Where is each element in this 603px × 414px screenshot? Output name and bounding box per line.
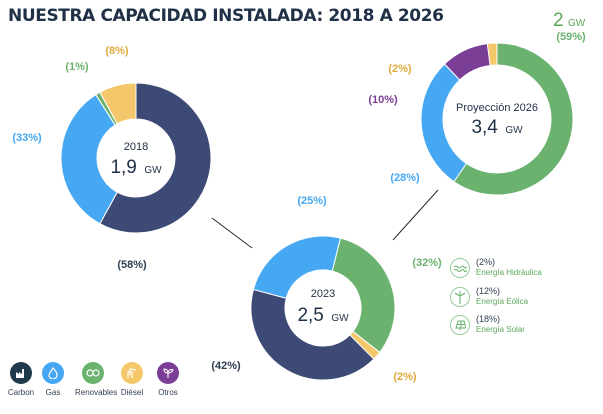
year-label-2026: Proyección 2026 (456, 102, 538, 114)
water-wave-icon (450, 258, 470, 278)
donut-2018: (58%) (33%) (1%) (8%) 2018 1,9 GW (12, 45, 212, 271)
connector-2023-2026 (392, 189, 439, 241)
pct-label-renovables-2023: (32%) (412, 257, 442, 269)
capacity-2023: 2,5 GW (297, 305, 349, 326)
breakdown-wind-name: Energía Eólica (476, 297, 529, 306)
pct-label-diesel-2026: (2%) (388, 63, 412, 75)
pct-label-diesel-2023: (2%) (393, 371, 417, 383)
pct-label-renovables-2026: (59%) (556, 31, 586, 43)
capacity-value-2023: 2,5 (297, 305, 323, 326)
flame-icon (42, 362, 64, 384)
legend-gas: Gas (35, 362, 71, 397)
capacity-unit-2026: GW (505, 125, 523, 136)
donut-2026-segment-renovables (453, 42, 574, 196)
page-title: NUESTRA CAPACIDAD INSTALADA: 2018 A 2026 (8, 6, 444, 26)
breakdown-wind: (12%) Energía Eólica (450, 286, 600, 310)
legend-label: Gas (45, 388, 61, 397)
donut-2023-segment-carbon (250, 288, 375, 381)
capacity-value-2018: 1,9 (110, 157, 136, 178)
wind-turbine-icon (450, 287, 470, 307)
legend-label: Diésel (120, 388, 144, 397)
year-label-2023: 2023 (311, 288, 335, 300)
capacity-unit-2023: GW (331, 313, 349, 324)
breakdown-hydro-pct: (2%) (476, 257, 496, 267)
legend-renovables: Renovables (75, 362, 118, 397)
donut-2018-segment-gas (60, 93, 118, 225)
donut-2026-segment-diesel (486, 42, 498, 66)
breakdown-hydro-name: Energía Hidráulica (476, 268, 542, 277)
donut-2023: (32%) (2%) (42%) (25%) 2023 2,5 GW (211, 195, 442, 383)
year-label-2018: 2018 (124, 141, 148, 153)
capacity-2018: 1,9 GW (110, 157, 162, 178)
legend-otros: Otros (150, 362, 186, 397)
capacity-unit-2018: GW (144, 165, 162, 176)
solar-panel-icon (450, 315, 470, 335)
pct-label-carbon-2023: (42%) (211, 360, 241, 372)
plant-icon (157, 362, 179, 384)
capacity-2026: 3,4 GW (471, 117, 523, 138)
pct-label-renovables-2018: (1%) (65, 61, 89, 73)
breakdown-solar: (18%) Energía Solar (450, 314, 600, 338)
pct-label-carbon-2018: (58%) (117, 259, 147, 271)
breakdown-wind-pct: (12%) (476, 286, 501, 296)
legend-label: Renovables (75, 388, 118, 397)
donut-2018-segment-carbon (99, 82, 212, 234)
donut-2023-segment-gas (252, 235, 342, 299)
donut-2026-segment-gas (420, 63, 468, 183)
pct-label-diesel-2018: (8%) (105, 45, 129, 57)
recycle-icon (82, 362, 104, 384)
donut-2018-segment-diesel (99, 82, 137, 125)
legend-carbon: Carbon (3, 362, 39, 397)
pct-label-gas-2018: (33%) (12, 132, 42, 144)
breakdown-hydro: (2%) Energía Hidráulica (450, 257, 600, 281)
breakdown-solar-pct: (18%) (476, 314, 501, 324)
legend-label: Otros (158, 388, 178, 397)
pct-label-gas-2026: (28%) (390, 172, 420, 184)
legend-diesel: Diésel (114, 362, 150, 397)
pct-label-otros-2026: (10%) (368, 94, 398, 106)
pct-label-gas-2023: (25%) (297, 195, 327, 207)
renovables-capacity-2026: 2 GW (553, 10, 585, 32)
breakdown-solar-name: Energía Solar (476, 325, 525, 334)
oil-pump-icon (121, 362, 143, 384)
capacity-value-2026: 3,4 (471, 117, 498, 138)
legend-label: Carbon (7, 388, 35, 397)
renovables-capacity-value: 2 (553, 10, 564, 31)
factory-icon (10, 362, 32, 384)
renovables-capacity-unit: GW (568, 18, 586, 29)
donut-2023-segment-renovables (331, 237, 396, 354)
donut-2026: (59%) (28%) (10%) (2%) Proyección 2026 3… (368, 31, 586, 196)
connector-2018-2023 (211, 217, 253, 249)
